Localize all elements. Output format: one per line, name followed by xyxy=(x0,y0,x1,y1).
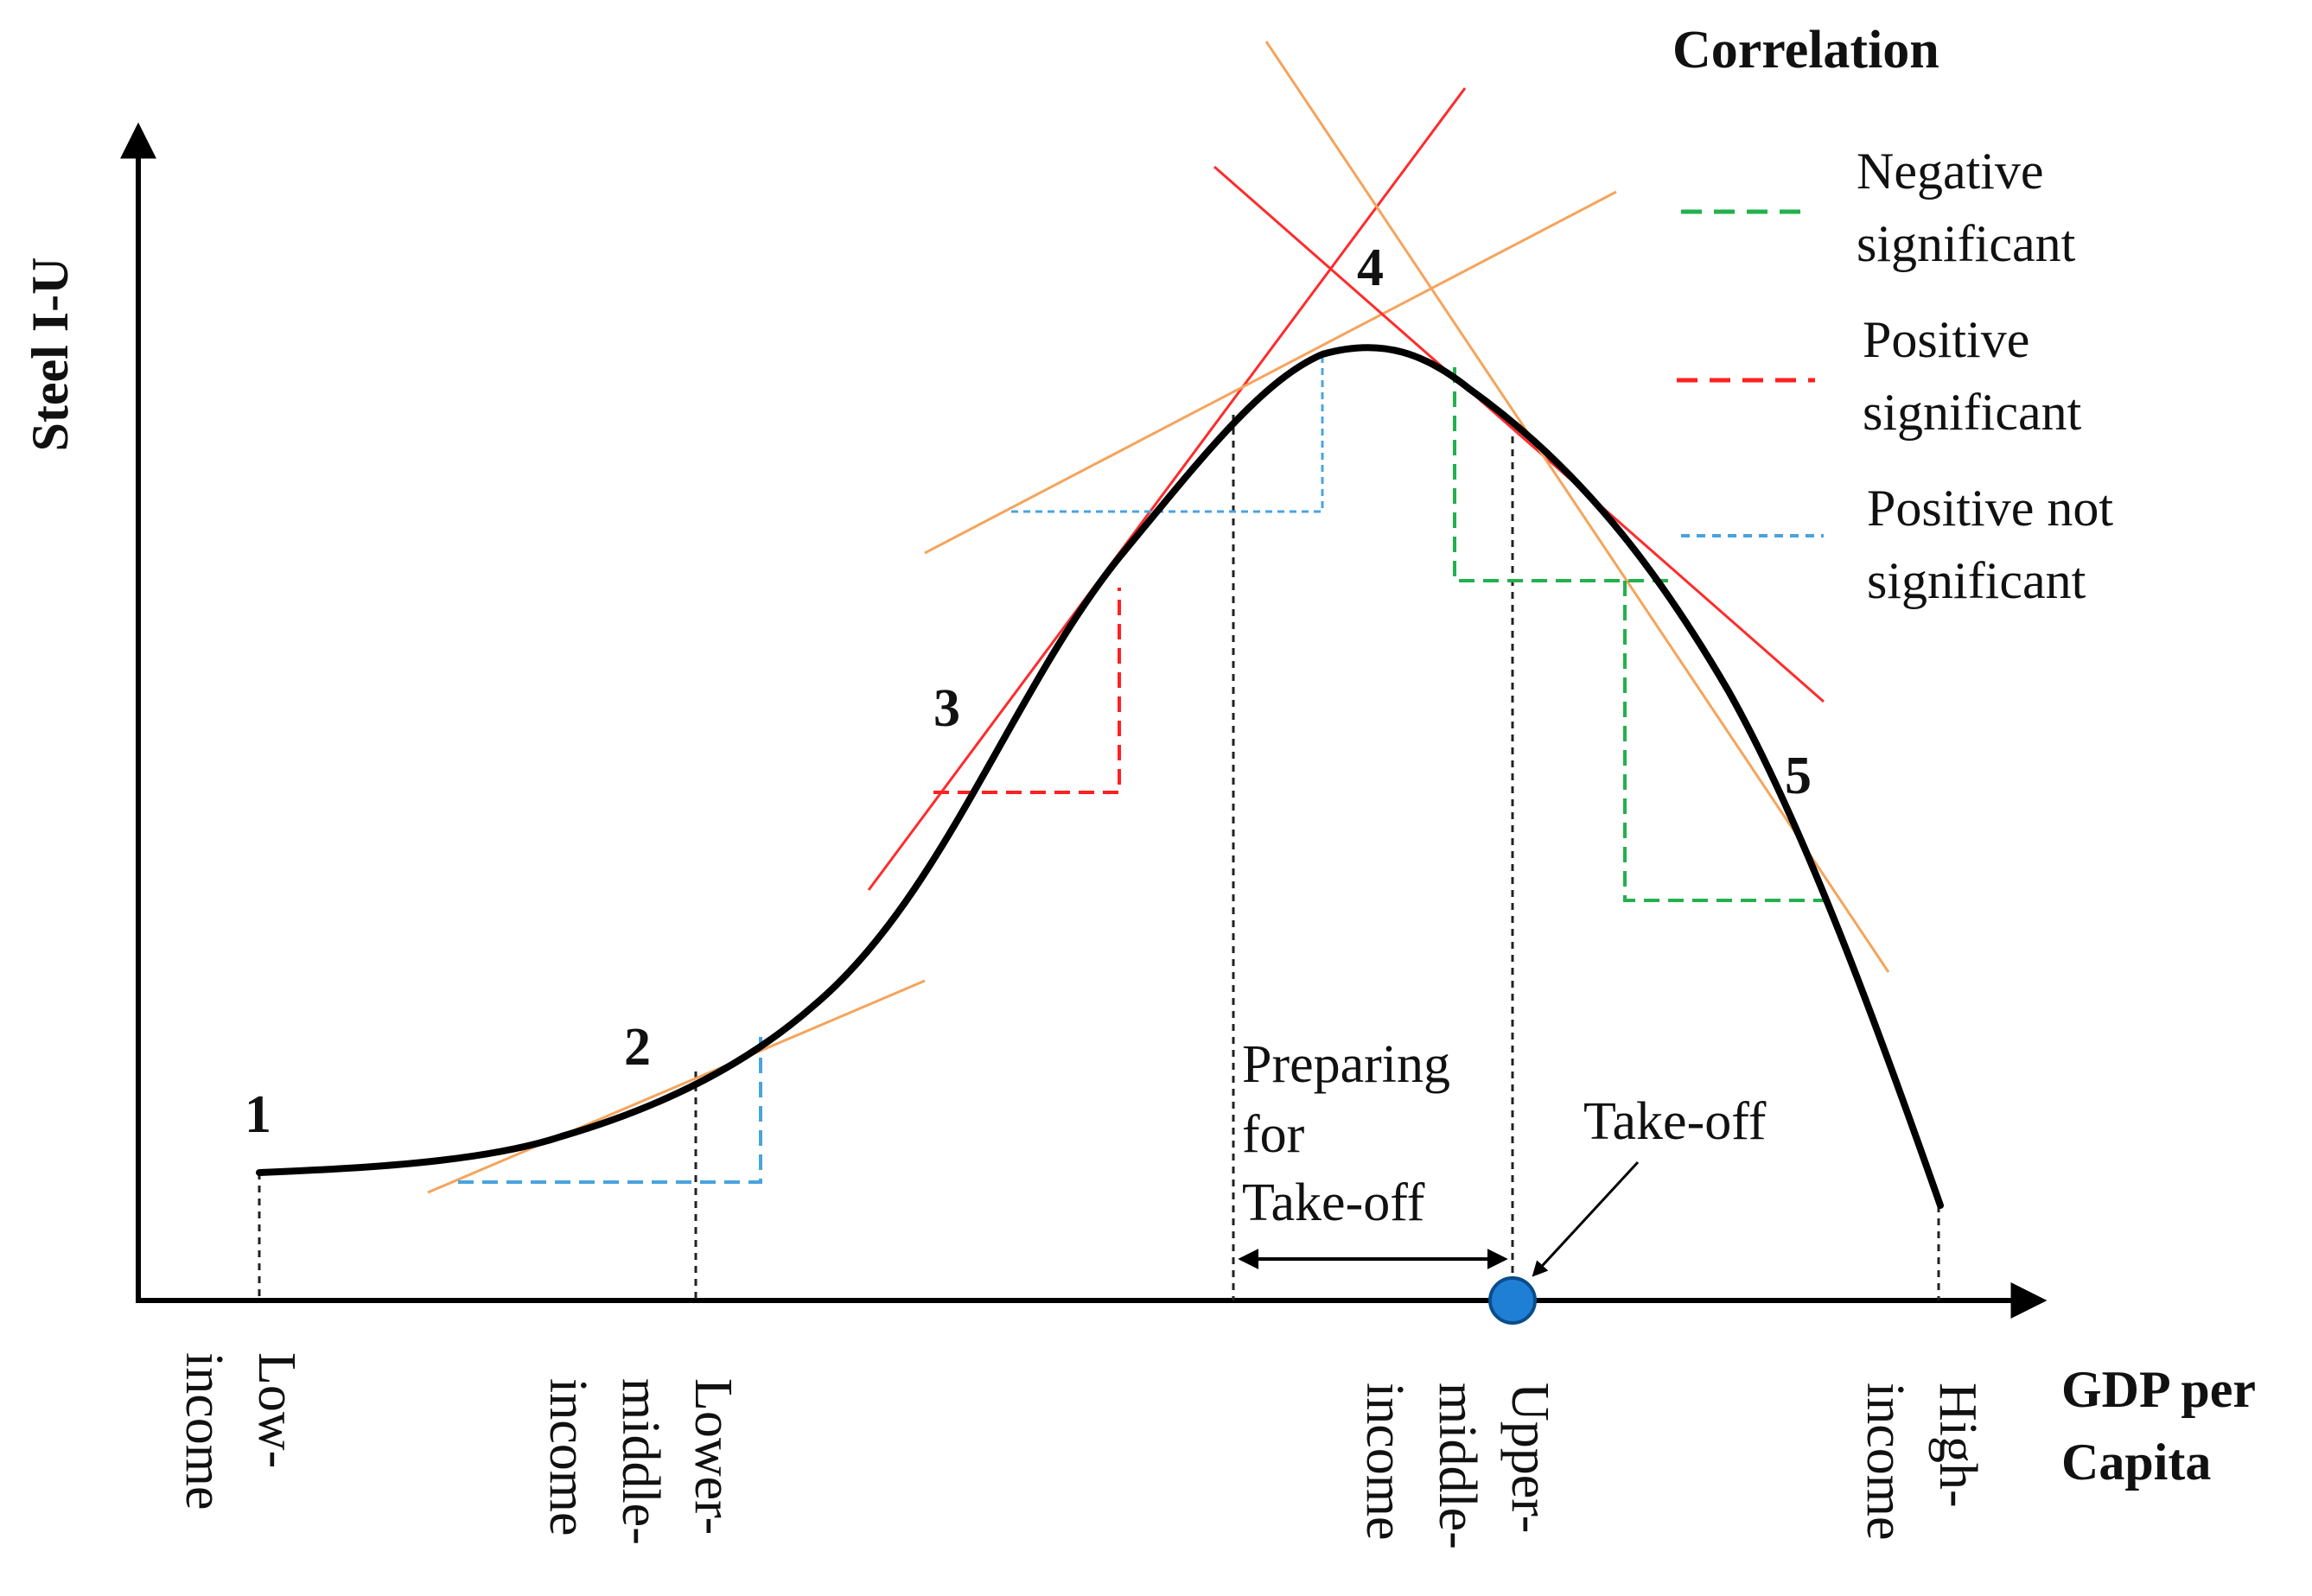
svg-text:Lower-: Lower- xyxy=(684,1378,742,1535)
tangent-line-orange-stage5 xyxy=(1264,41,1890,973)
tangent-line-orange-stage2 xyxy=(427,979,926,1194)
income-level-labels: Low- income Lower- middle- income Upper-… xyxy=(175,1352,1987,1549)
tangent-lines xyxy=(427,41,1890,1194)
preparing-label-line-2: for xyxy=(1242,1105,1305,1164)
svg-text:middle-: middle- xyxy=(1428,1383,1487,1549)
tangent-line-orange-stage3 xyxy=(924,190,1617,555)
preparing-annotation: Preparing for Take-off xyxy=(1238,1035,1508,1269)
takeoff-marker xyxy=(1488,1276,1537,1325)
preparing-label-line-1: Preparing xyxy=(1242,1035,1450,1094)
x-axis-title-line-1: GDP per xyxy=(2061,1361,2256,1418)
income-label-lower-middle: Lower- middle- income xyxy=(538,1378,742,1545)
steel-intensity-curve xyxy=(256,344,1944,1209)
x-axis-title: GDP per Capita xyxy=(2061,1361,2256,1491)
legend: Correlation Negative significant Positiv… xyxy=(1672,21,2113,609)
income-label-upper-middle: Upper- middle- income xyxy=(1355,1383,1559,1549)
svg-text:income: income xyxy=(1355,1383,1414,1541)
income-label-high: High- income xyxy=(1856,1383,1987,1541)
step-positive-significant-stage3 xyxy=(933,588,1121,794)
svg-text:income: income xyxy=(175,1352,233,1510)
svg-text:Low-: Low- xyxy=(247,1352,306,1468)
svg-text:income: income xyxy=(538,1378,597,1536)
stage-label-4: 4 xyxy=(1357,238,1384,297)
legend-title: Correlation xyxy=(1672,21,1939,79)
legend-item-positive-not-significant-line-1: Positive not xyxy=(1867,480,2113,537)
stage-label-5: 5 xyxy=(1785,747,1812,805)
svg-text:income: income xyxy=(1856,1383,1914,1541)
svg-text:High-: High- xyxy=(1928,1383,1987,1508)
legend-item-positive-not-significant-line-2: significant xyxy=(1867,552,2086,609)
guide-lines xyxy=(258,415,1940,1300)
legend-item-positive-significant-line-1: Positive xyxy=(1863,311,2029,368)
income-label-low: Low- income xyxy=(175,1352,306,1510)
x-axis-title-line-2: Capita xyxy=(2061,1434,2211,1491)
legend-item-negative-significant-line-2: significant xyxy=(1857,215,2076,272)
step-positive-not-significant-stage3 xyxy=(1011,353,1324,513)
stage-label-2: 2 xyxy=(624,1018,651,1077)
step-lines xyxy=(458,353,1824,1184)
preparing-label-line-3: Take-off xyxy=(1242,1173,1425,1232)
takeoff-pointer-arrow xyxy=(1532,1160,1640,1277)
takeoff-label: Take-off xyxy=(1583,1092,1767,1151)
y-axis-title: Steel I-U xyxy=(22,258,79,452)
stage-label-1: 1 xyxy=(245,1085,271,1144)
legend-item-positive-significant-line-2: significant xyxy=(1863,384,2082,441)
tangent-line-red-stage3 xyxy=(867,87,1467,891)
legend-item-negative-significant-line-1: Negative xyxy=(1857,143,2044,200)
takeoff-annotation: Take-off xyxy=(1488,1092,1767,1325)
stage-labels: 1 2 3 4 5 xyxy=(245,238,1812,1144)
svg-text:Upper-: Upper- xyxy=(1500,1383,1559,1533)
stage-label-3: 3 xyxy=(933,679,960,738)
tangent-line-red-stage4 xyxy=(1213,165,1825,703)
step-negative-significant-stage5 xyxy=(1623,581,1824,902)
step-positive-not-significant-stage2 xyxy=(458,1037,762,1184)
svg-text:middle-: middle- xyxy=(611,1378,670,1545)
